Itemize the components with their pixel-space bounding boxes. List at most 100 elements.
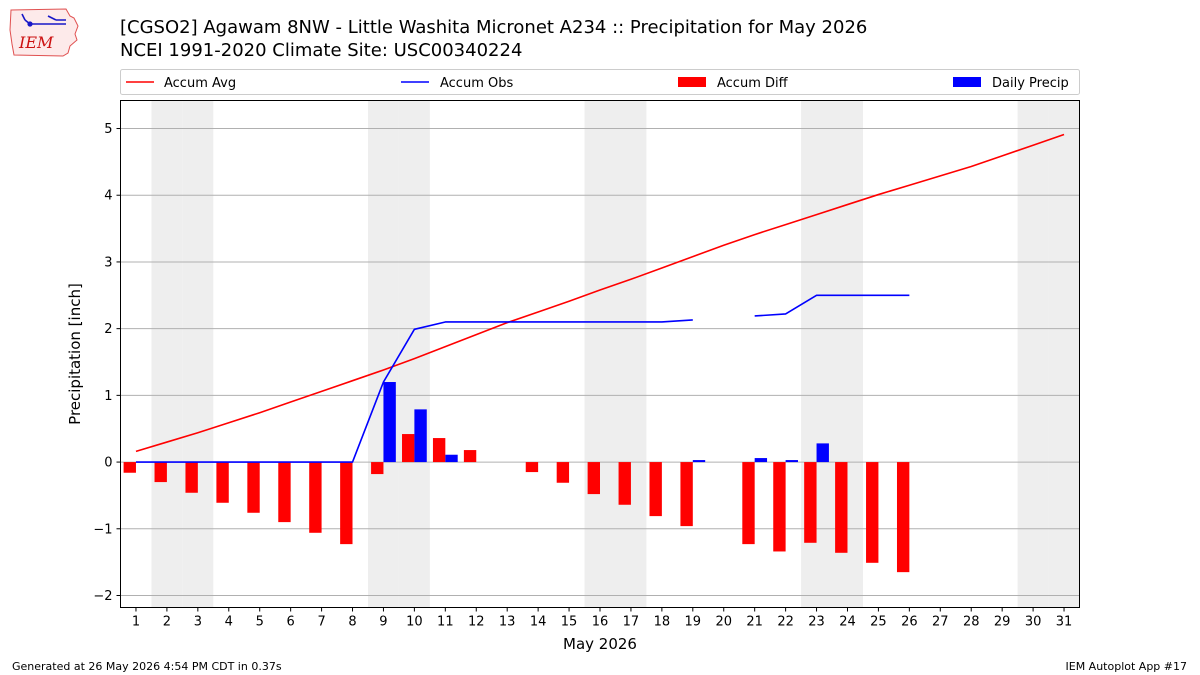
accum-diff-bar [742,462,755,545]
accum-diff-bar [618,462,631,505]
grid-layer [120,128,1080,596]
daily-precip-bar [445,454,458,463]
x-tick-label: 22 [777,615,794,630]
x-tick-label: 20 [715,615,732,630]
accum-diff-bar [835,462,848,553]
accum-diff-bar [216,462,229,503]
accum-diff-bar [804,462,817,543]
legend-label: Accum Avg [164,76,236,91]
x-tick-label: 18 [654,615,671,630]
accum-diff-bar [463,450,477,463]
x-tick-label: 1 [132,615,140,630]
legend-frame [120,69,1080,95]
x-tick-label: 9 [379,615,387,630]
x-tick-label: 31 [1056,615,1073,630]
daily-precip-bar [383,382,396,463]
footer-generated-text: Generated at 26 May 2026 4:54 PM CDT in … [12,660,282,673]
bar-layer [123,382,910,573]
accum-diff-bar [556,462,570,483]
x-tick-label: 7 [317,615,325,630]
accum-diff-bar [773,462,786,552]
x-tick-label: 26 [901,615,918,630]
x-tick-label: 25 [870,615,887,630]
x-tick-label: 16 [592,615,609,630]
accum-diff-bar [649,462,662,517]
chart-title: [CGSO2] Agawam 8NW - Little Washita Micr… [120,17,868,38]
weekend-shade-day-31 [1048,100,1080,608]
footer-app-text: IEM Autoplot App #17 [1065,660,1188,673]
accum-diff-bar [185,462,198,493]
accum-diff-bar [402,434,415,463]
iem-logo: IEM [9,8,79,57]
y-tick-label: 4 [104,189,112,204]
daily-precip-bar [414,409,427,463]
legend-label: Daily Precip [992,76,1069,91]
accum-diff-bar [247,462,260,513]
y-tick-label: 0 [104,456,112,471]
accum-avg-line [135,133,1065,453]
x-tick-label: 3 [194,615,202,630]
line-layer [135,133,1065,463]
daily-precip-bar [785,460,798,463]
weather-station-icon [21,13,66,25]
accum-diff-bar [309,462,322,533]
weekend-shading-layer [151,100,1080,608]
x-tick-label: 21 [746,615,763,630]
x-tick-label: 11 [437,615,454,630]
accum-obs-line [754,294,910,317]
accum-diff-bar [278,462,291,523]
legend-label: Accum Diff [717,76,789,91]
weekend-shade-day-3 [182,100,214,608]
x-tick-label: 4 [225,615,233,630]
x-tick-label: 28 [963,615,980,630]
x-tick-label: 30 [1025,615,1042,630]
weekend-shade-day-30 [1017,100,1049,608]
accum-diff-bar [896,462,910,573]
x-tick-label: 6 [287,615,295,630]
daily-precip-bar [754,458,768,463]
chart-subtitle: NCEI 1991-2020 Climate Site: USC00340224 [120,40,523,61]
x-tick-label: 17 [623,615,640,630]
x-tick-label: 5 [256,615,264,630]
y-tick-label: 5 [104,122,112,137]
accum-obs-line [135,319,693,463]
x-tick-label: 13 [499,615,516,630]
x-axis-label: May 2026 [563,635,637,653]
accum-diff-bar [123,462,136,473]
x-tick-label: 27 [932,615,949,630]
x-tick-label: 10 [406,615,423,630]
accum-diff-bar [587,462,600,495]
x-tick-label: 23 [808,615,825,630]
y-tick-label: 2 [104,322,112,337]
x-tick-label: 2 [163,615,171,630]
weekend-shade-day-16 [584,100,616,608]
accum-diff-bar [680,462,693,527]
accum-diff-bar [154,462,167,483]
x-tick-label: 19 [685,615,702,630]
legend-swatch-accum-diff [678,77,706,87]
y-tick-label: −1 [93,522,112,537]
weekend-shade-day-2 [151,100,183,608]
legend-label: Accum Obs [440,76,513,91]
legend-swatch-daily-precip [953,77,981,87]
station-dot-icon [27,21,33,27]
weekend-shade-day-17 [615,100,647,608]
accum-diff-bar [432,438,446,463]
daily-precip-bar [816,443,829,463]
x-tick-label: 15 [561,615,578,630]
y-tick-label: 1 [104,389,112,404]
daily-precip-bar [692,460,706,463]
x-tick-label: 12 [468,615,485,630]
y-tick-label: 3 [104,255,112,270]
x-tick-label: 29 [994,615,1011,630]
legend: Accum Avg Accum Obs Accum Diff Daily Precip [120,69,1080,95]
weekend-shade-day-9 [367,100,399,608]
x-tick-label: 8 [348,615,356,630]
logo-text: IEM [18,33,54,52]
accum-diff-bar [866,462,879,563]
y-tick-label: −2 [93,589,112,604]
accum-diff-bar [340,462,353,545]
x-tick-label: 24 [839,615,856,630]
